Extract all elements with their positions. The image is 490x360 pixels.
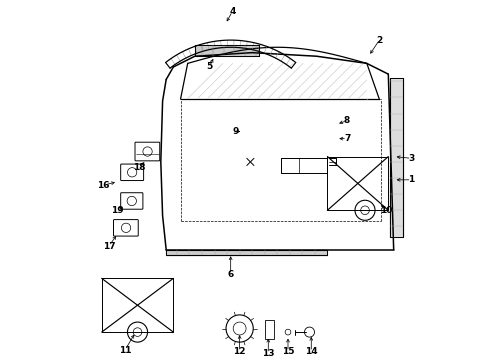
Text: 6: 6	[227, 270, 234, 279]
Text: 17: 17	[102, 242, 115, 251]
Text: 16: 16	[97, 181, 110, 190]
Text: 1: 1	[409, 175, 415, 184]
Text: 19: 19	[112, 206, 124, 215]
Text: 9: 9	[233, 127, 239, 136]
Bar	[281, 158, 299, 173]
Text: 13: 13	[262, 349, 274, 358]
Bar	[265, 320, 273, 339]
Text: 5: 5	[206, 63, 212, 72]
Text: 12: 12	[233, 347, 246, 356]
Text: 14: 14	[305, 347, 318, 356]
Text: 11: 11	[119, 346, 131, 355]
Text: 10: 10	[380, 206, 392, 215]
Text: 3: 3	[409, 154, 415, 163]
Text: 4: 4	[229, 7, 236, 16]
Text: 18: 18	[133, 163, 146, 172]
Bar	[281, 158, 327, 173]
Text: 2: 2	[376, 36, 383, 45]
Text: 8: 8	[344, 116, 350, 125]
Text: 7: 7	[344, 134, 350, 143]
Text: 15: 15	[282, 347, 294, 356]
